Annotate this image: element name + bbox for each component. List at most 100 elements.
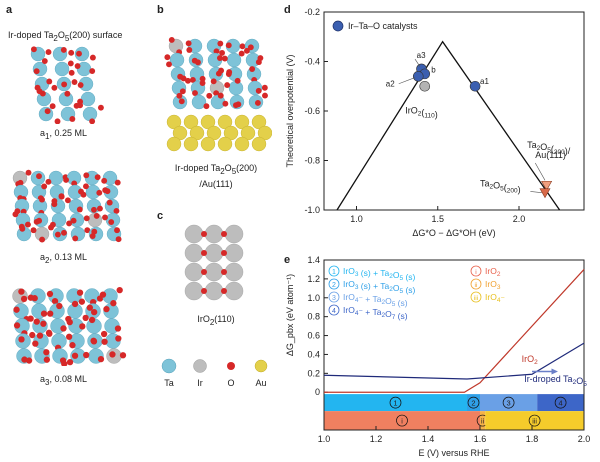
legend-o-swatch [227,362,235,370]
o-atom [103,305,110,313]
o-atom [238,50,245,57]
ta-atom [82,106,98,122]
o-atom [39,236,46,243]
o-atom [108,219,115,225]
o-atom [262,92,268,99]
ir-atom [184,281,204,301]
legend-phase-number: 4 [332,308,336,315]
o-atom [115,236,122,243]
phase-band-blue [480,394,538,412]
legend-au-label: Au [255,378,267,388]
o-atom [76,206,83,213]
o-atom [243,47,250,54]
o-atom [177,73,184,80]
o-atom [30,227,37,234]
o-atom [116,286,123,294]
phase-band-orange [480,411,486,430]
o-atom [101,338,108,345]
legend-ir-label: Ir [197,378,203,388]
o-atom [222,100,229,107]
x-tick-label: 1.6 [474,434,487,444]
au-atom [166,136,182,152]
o-atom [68,69,75,76]
legend-phase-text: IrO4⁻ + Ta2O7 (s) [343,305,408,321]
o-atom [46,290,54,298]
legend-marker [332,20,344,32]
o-atom [201,250,207,256]
o-atom [185,40,192,47]
series-line [323,342,585,380]
caption-c: IrO2(110) [197,314,235,327]
phase-number: 4 [559,399,563,408]
o-atom [186,47,193,53]
legend-phase-roman: ii [475,282,478,289]
o-atom [225,42,232,49]
o-atom [66,220,73,227]
o-atom [234,77,241,84]
o-atom [29,331,36,339]
o-atom [199,80,206,86]
o-atom [91,308,98,316]
ir-atom [204,262,224,282]
y-tick-label: -0.2 [304,7,320,17]
leader-a2 [398,77,416,85]
o-atom [64,90,71,97]
o-atom [221,250,227,256]
o-atom [44,108,51,115]
phase-number-circle [389,396,402,409]
ir-atom [184,243,204,263]
label-a1: a1 [480,77,489,86]
o-atom [221,269,227,275]
o-atom [70,217,77,224]
leader-ta2o5-au [534,162,546,181]
o-atom [210,78,217,85]
o-atom [68,49,75,56]
o-atom [206,92,213,99]
o-atom [255,87,262,94]
o-atom [179,88,186,95]
o-atom [115,335,122,342]
legend-phase-text: IrO3 (s) + Ta2O5 (s) [343,266,416,282]
legend-phase-roman: i [475,269,476,276]
o-atom [36,332,44,339]
o-atom [13,322,21,329]
o-atom [249,66,256,72]
o-atom [71,79,78,85]
o-atom [97,355,105,363]
data-point-circle [469,80,481,92]
o-atom [32,340,39,347]
o-atom [30,46,37,53]
o-atom [189,77,196,83]
y-tick-label: -0.4 [304,57,320,67]
au-atom [183,114,199,130]
y-tick-label: 1.2 [307,274,320,284]
au-atom [217,136,233,152]
o-atom [114,227,120,234]
o-atom [168,36,175,43]
o-atom [51,84,58,91]
label-ta2o5-200: Ta2O5(200) [480,178,521,194]
o-atom [247,44,254,51]
o-atom [39,196,45,203]
y-tick-label: 0.6 [307,331,320,341]
o-atom [45,49,52,56]
o-atom [82,314,89,322]
au-atom [189,125,205,141]
y-tick-label: 0.8 [307,312,320,322]
o-atom [213,90,220,97]
o-atom [90,337,97,344]
o-atom [89,68,96,74]
o-atom [17,179,24,186]
o-atom [43,356,51,363]
phase-band-orange [485,411,584,430]
o-atom [63,177,69,183]
o-atom [102,214,108,221]
ir-atom [224,243,244,263]
y-tick-label: -0.6 [304,106,320,116]
o-atom [213,48,220,55]
ir-atom [184,224,204,244]
o-atom [72,235,79,242]
structure-b [164,36,272,152]
o-atom [216,55,223,61]
